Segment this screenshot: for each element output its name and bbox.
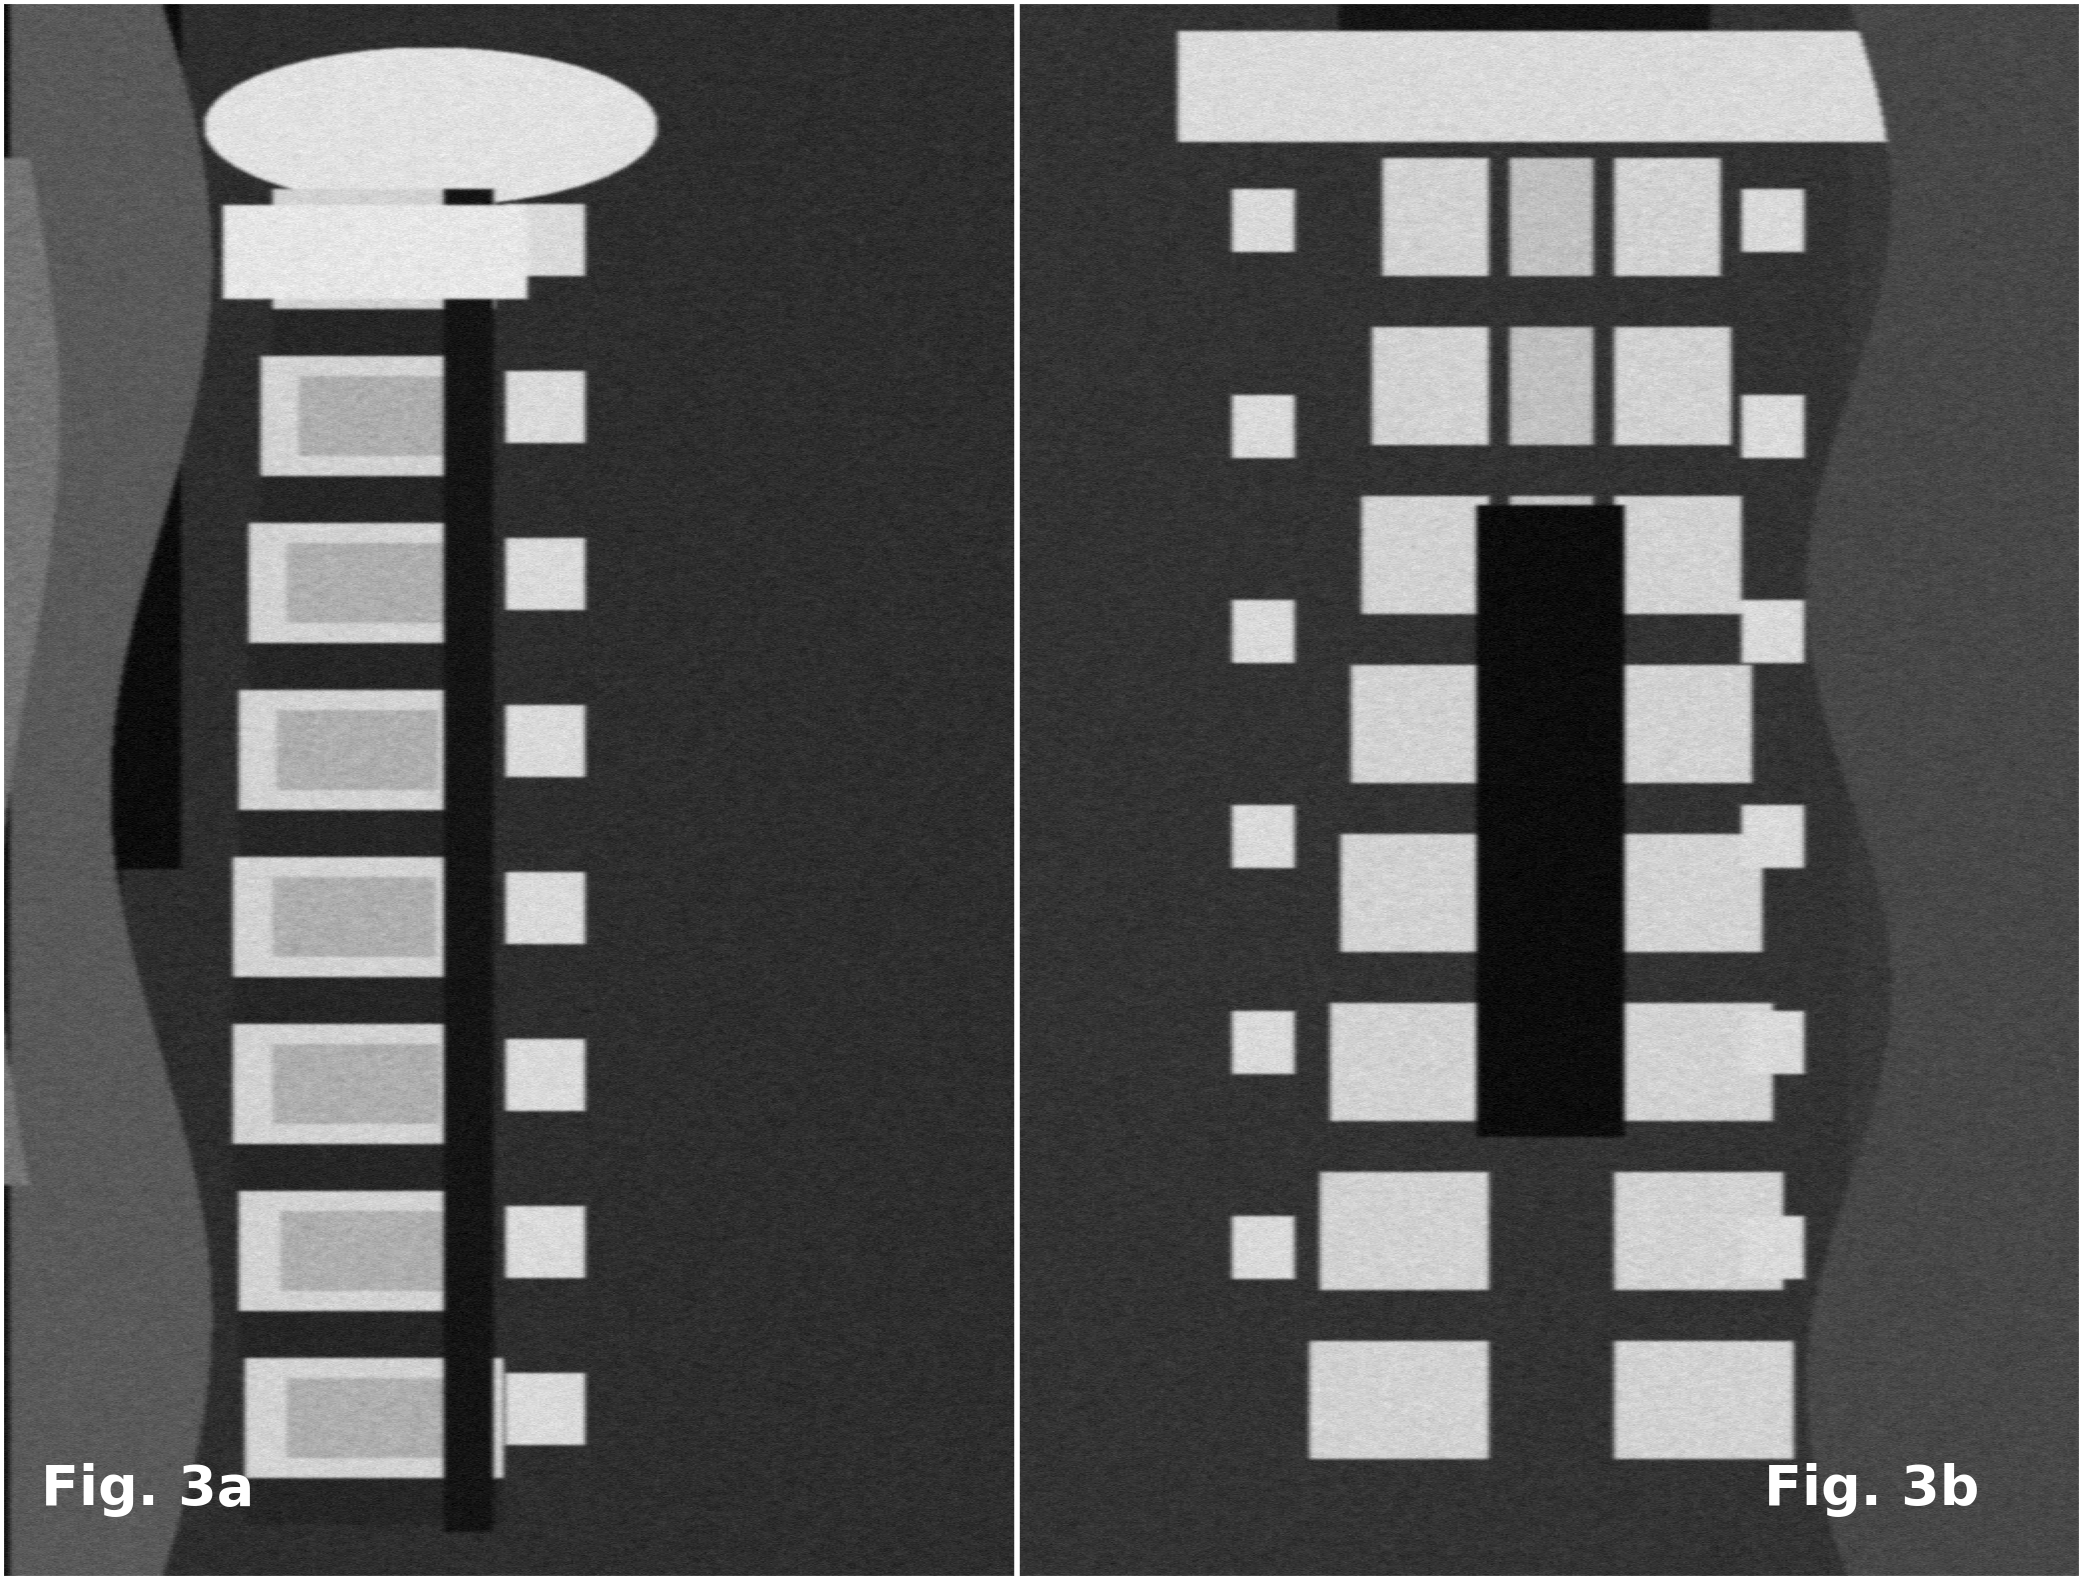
Text: Fig. 3b: Fig. 3b	[1764, 1463, 1979, 1517]
Text: Fig. 3a: Fig. 3a	[40, 1463, 254, 1517]
